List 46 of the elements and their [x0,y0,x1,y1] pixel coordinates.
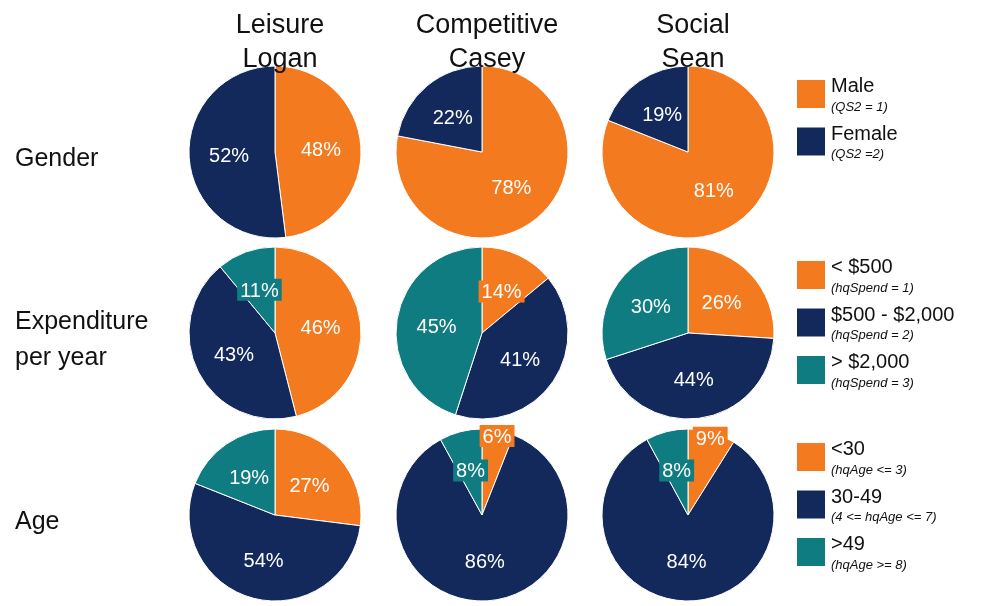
legend-label: > $2,000 [831,350,910,372]
legend-label: 30-49 [831,484,883,507]
text: Age [15,506,60,534]
legend-label: <30 [831,437,865,459]
data-label: 6% [482,425,512,448]
text: Expenditure per year [15,306,149,370]
chart-title: Competitive Casey [415,9,559,73]
data-label: 26% [701,290,742,313]
text: (QS2 = 1) [831,98,888,114]
legend-label: Male [831,74,875,96]
data-label: 11% [240,278,279,301]
data-label: 45% [416,314,457,337]
data-label: 41% [500,347,541,370]
text: (hqSpend = 3) [831,374,914,390]
text: (QS2 =2) [831,146,885,161]
legend-label: < $500 [831,255,893,277]
data-label: 19% [229,465,270,488]
text: (hqSpend = 2) [831,327,914,342]
text: (hqSpend = 1) [831,279,914,295]
data-label: 14% [481,280,522,303]
data-label: 84% [666,549,707,572]
data-label: 48% [300,138,342,161]
data-label: 81% [693,179,735,202]
data-label: 86% [464,549,506,572]
data-label: 52% [209,143,250,166]
text: Gender [15,143,99,171]
data-label: 46% [300,316,341,339]
data-label: 30% [630,294,672,317]
legend-label: Female [831,121,898,144]
text: (hqAge >= 8) [831,556,907,572]
data-label: 27% [289,473,330,496]
legend-label: $500 - $2,000 [831,302,955,325]
data-label: 8% [662,459,692,482]
data-label: 78% [491,176,532,199]
text: (4 <= hqAge <= 7) [831,509,937,524]
data-label: 44% [673,367,714,390]
data-label: 9% [695,426,725,449]
data-label: 43% [214,342,255,365]
data-label: 22% [432,105,473,128]
legend-label: >49 [831,532,865,554]
chart-title: Leisure Logan [235,9,325,73]
data-label: 19% [642,102,683,125]
data-label: 54% [243,548,284,571]
chart-title: Social Sean [656,9,730,73]
text: (hqAge <= 3) [831,461,907,477]
data-label: 8% [456,459,486,482]
